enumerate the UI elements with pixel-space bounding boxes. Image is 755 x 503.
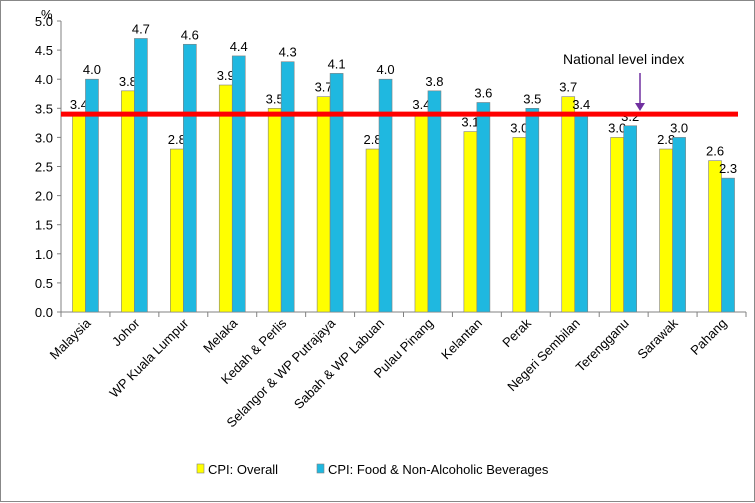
food-data-label: 4.7 [132, 21, 150, 36]
food-data-label: 2.3 [719, 161, 737, 176]
overall-data-label: 3.0 [608, 120, 626, 135]
overall-data-label: 3.8 [119, 74, 137, 89]
overall-data-label: 3.1 [461, 115, 479, 130]
food-bar [280, 61, 295, 313]
overall-bar [561, 96, 576, 313]
y-tick-label: 3.0 [35, 130, 53, 145]
food-bar [427, 90, 442, 313]
overall-bar [512, 137, 527, 313]
food-data-label: 4.0 [376, 62, 394, 77]
category-label: Melaka [200, 315, 241, 356]
overall-bar [218, 84, 233, 313]
food-data-label: 3.6 [474, 85, 492, 100]
food-bar [476, 102, 491, 313]
legend-swatch-overall [196, 463, 205, 474]
overall-data-label: 3.7 [559, 80, 577, 95]
food-bar [329, 73, 344, 313]
food-bar [721, 177, 735, 313]
food-bar [378, 78, 393, 313]
overall-bar [708, 160, 722, 313]
overall-bar [659, 148, 673, 313]
category-label: Kelantan [438, 316, 485, 363]
food-data-label: 3.4 [572, 97, 590, 112]
food-bar [85, 78, 99, 313]
food-bar [134, 38, 148, 313]
y-tick-label: 2.0 [35, 189, 53, 204]
y-tick-label: 4.5 [35, 43, 53, 58]
overall-data-label: 2.8 [168, 132, 186, 147]
category-label: Perak [499, 315, 534, 350]
legend-swatch-food [316, 463, 325, 474]
overall-data-label: 2.8 [363, 132, 381, 147]
overall-bar [414, 113, 429, 313]
y-tick-label: 5.0 [35, 14, 53, 29]
y-axis-unit: % [41, 7, 53, 22]
overall-bar [72, 113, 86, 313]
overall-bar [365, 148, 380, 313]
food-bar [672, 137, 686, 313]
overall-data-label: 3.5 [266, 91, 284, 106]
food-data-label: 4.1 [328, 56, 346, 71]
category-label: Johor [109, 315, 143, 349]
food-bar [183, 43, 197, 313]
overall-bar [610, 137, 624, 313]
food-data-label: 4.6 [181, 27, 199, 42]
category-label: Malaysia [47, 315, 94, 362]
overall-data-label: 3.4 [70, 97, 88, 112]
overall-data-label: 3.4 [412, 97, 430, 112]
overall-data-label: 2.8 [657, 132, 675, 147]
overall-bar [121, 90, 135, 313]
overall-data-label: 2.6 [706, 144, 724, 159]
category-label: Terengganu [573, 316, 632, 375]
y-tick-label: 0.5 [35, 276, 53, 291]
category-label: Pahang [687, 316, 729, 358]
y-tick-label: 1.0 [35, 247, 53, 262]
food-data-label: 4.0 [83, 62, 101, 77]
legend-label-food: CPI: Food & Non-Alcoholic Beverages [328, 462, 549, 477]
food-bar [231, 55, 246, 313]
overall-bar [170, 148, 184, 313]
overall-data-label: 3.7 [315, 80, 333, 95]
food-data-label: 4.3 [279, 45, 297, 60]
food-bar [623, 125, 637, 313]
y-tick-label: 4.0 [35, 72, 53, 87]
overall-bar [463, 131, 478, 313]
food-data-label: 4.4 [230, 39, 248, 54]
category-label: Sabah & WP Labuan [291, 316, 387, 412]
food-bar [525, 108, 540, 313]
overall-bar [267, 108, 282, 313]
y-tick-label: 1.5 [35, 218, 53, 233]
legend-label-overall: CPI: Overall [208, 462, 278, 477]
y-tick-label: 2.5 [35, 160, 53, 175]
food-data-label: 3.5 [523, 91, 541, 106]
food-data-label: 3.8 [425, 74, 443, 89]
category-label: Sarawak [634, 315, 681, 362]
y-tick-label: 3.5 [35, 101, 53, 116]
overall-data-label: 3.9 [217, 68, 235, 83]
overall-data-label: 3.0 [510, 120, 528, 135]
food-data-label: 3.0 [670, 120, 688, 135]
y-tick-label: 0.0 [35, 305, 53, 320]
overall-bar [316, 96, 331, 313]
annotation-arrow-head [635, 103, 645, 111]
food-bar [574, 113, 589, 313]
annotation-text: National level index [563, 51, 684, 67]
